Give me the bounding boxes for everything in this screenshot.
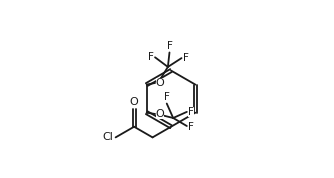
Text: O: O (156, 78, 164, 88)
Text: O: O (130, 97, 139, 107)
Text: F: F (188, 107, 194, 117)
Text: F: F (164, 92, 170, 102)
Text: F: F (148, 52, 153, 62)
Text: F: F (183, 53, 188, 63)
Text: Cl: Cl (102, 132, 113, 142)
Text: O: O (156, 109, 164, 119)
Text: F: F (167, 41, 172, 51)
Text: F: F (188, 122, 194, 132)
